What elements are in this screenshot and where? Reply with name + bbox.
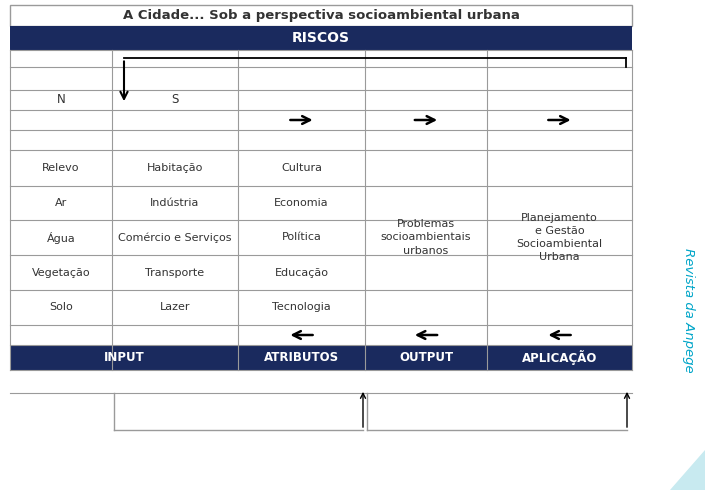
Bar [10, 26, 632, 50]
Text: Comércio e Serviços: Comércio e Serviços [118, 232, 232, 243]
Text: Planejamento
e Gestão
Socioambiental
Urbana: Planejamento e Gestão Socioambiental Urb… [517, 213, 603, 262]
Text: Lazer: Lazer [160, 302, 190, 313]
Text: Economia: Economia [274, 198, 329, 208]
Text: Revista da Anpege: Revista da Anpege [682, 247, 694, 372]
Text: Relevo: Relevo [42, 163, 80, 173]
Text: Política: Política [281, 232, 321, 243]
Text: S: S [171, 94, 178, 106]
Text: Cultura: Cultura [281, 163, 322, 173]
Text: Transporte: Transporte [145, 268, 204, 277]
Text: OUTPUT: OUTPUT [399, 351, 453, 364]
Text: Ar: Ar [55, 198, 67, 208]
Text: Vegetação: Vegetação [32, 268, 90, 277]
Bar [10, 5, 632, 26]
Bar [10, 345, 632, 370]
Text: N: N [56, 94, 66, 106]
Text: Tecnologia: Tecnologia [272, 302, 331, 313]
Text: Educação: Educação [274, 268, 329, 277]
Text: ATRIBUTOS: ATRIBUTOS [264, 351, 339, 364]
Text: Solo: Solo [49, 302, 73, 313]
Text: Água: Água [47, 231, 75, 244]
Text: INPUT: INPUT [104, 351, 145, 364]
Text: Habitação: Habitação [147, 163, 203, 173]
Text: RISCOS: RISCOS [292, 31, 350, 45]
Polygon shape [670, 450, 705, 490]
Text: APLICAÇÃO: APLICAÇÃO [522, 350, 597, 365]
Bar [10, 50, 632, 370]
Text: Indústria: Indústria [150, 198, 200, 208]
Text: A Cidade... Sob a perspectiva socioambiental urbana: A Cidade... Sob a perspectiva socioambie… [123, 9, 520, 22]
Text: Problemas
socioambientais
urbanos: Problemas socioambientais urbanos [381, 220, 471, 256]
